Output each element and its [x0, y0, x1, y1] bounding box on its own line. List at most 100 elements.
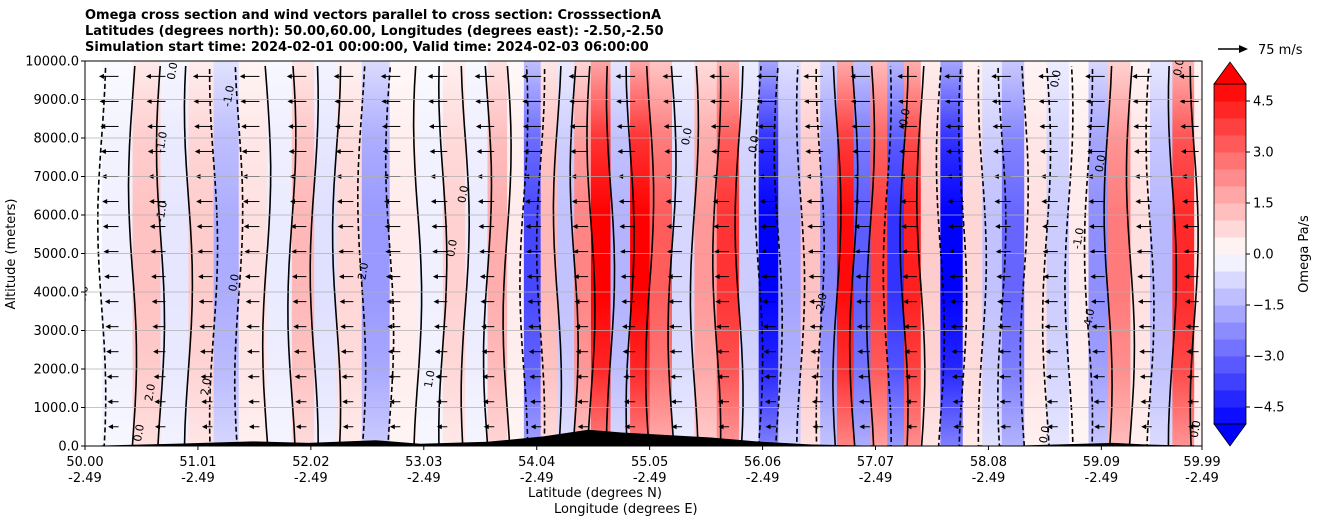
contour-label: 0.0	[1188, 419, 1204, 438]
y-axis: 0.0 1000.0 2000.0 3000.0 4000.0 5000.0 6000.0 7…	[25, 55, 85, 455]
wind-vector	[386, 299, 401, 305]
chart-title: Omega cross section and wind vectors par…	[85, 8, 664, 56]
wind-vector	[858, 399, 870, 405]
wind-vector	[294, 374, 307, 380]
colorbar-bin	[1214, 237, 1246, 255]
wind-vector	[1186, 349, 1199, 355]
colorbar-extend-max	[1213, 61, 1247, 85]
wind-vector	[100, 123, 119, 129]
wind-vector	[147, 123, 166, 129]
colorbar-bin	[1214, 101, 1246, 119]
wind-vector	[389, 424, 401, 430]
contour-line	[689, 65, 700, 446]
wind-vector	[145, 73, 166, 79]
wind-vector	[1045, 349, 1058, 355]
colorbar-bin	[1214, 339, 1246, 357]
contour-line	[915, 65, 926, 446]
contour-line	[412, 65, 423, 446]
wind-vector	[1043, 274, 1058, 280]
contour-line	[357, 65, 367, 446]
wind-vector	[1000, 424, 1011, 430]
wind-vector	[574, 299, 589, 305]
wind-vector	[199, 324, 213, 330]
wind-vector	[1132, 73, 1152, 79]
wind-vector	[616, 123, 636, 129]
contour-label: -2.0	[813, 292, 830, 315]
contour-line	[997, 65, 1007, 446]
wind-vector	[717, 374, 730, 380]
contour-line	[519, 65, 529, 446]
wind-vector	[807, 249, 823, 255]
wind-vector	[901, 224, 917, 230]
wind-vector	[481, 349, 495, 355]
wind-vector	[1042, 224, 1058, 230]
wind-vector	[670, 374, 683, 380]
wind-vector	[106, 374, 119, 380]
wind-vector	[1138, 324, 1152, 330]
wind-vector	[996, 274, 1011, 280]
wind-vector	[474, 73, 495, 79]
wind-vector	[335, 148, 354, 154]
wind-vector	[663, 123, 683, 129]
wind-vector	[479, 274, 495, 280]
wind-vector	[382, 123, 401, 129]
contour-line	[1019, 65, 1030, 446]
wind-vector	[428, 98, 448, 104]
wind-vector	[147, 148, 166, 154]
wind-vector	[1085, 73, 1105, 79]
wind-vector	[153, 349, 166, 355]
colorbar-bin	[1214, 135, 1246, 153]
wind-vector	[621, 299, 636, 305]
wind-vector	[245, 274, 260, 280]
wind-vector	[903, 299, 917, 305]
y-tick-label: 7000.0	[34, 170, 80, 185]
y-tick-label: 4000.0	[34, 286, 80, 301]
contour-line	[667, 65, 677, 446]
wind-vector	[196, 199, 213, 205]
x-tick-label-lat: 52.02	[292, 455, 329, 470]
wind-vector	[1182, 224, 1199, 230]
wind-vector	[855, 274, 870, 280]
wind-vector	[245, 299, 260, 305]
wind-vector	[947, 199, 964, 205]
wind-vector	[576, 374, 589, 380]
contour-label: 0.0	[1171, 57, 1187, 76]
y-tick-label: 5000.0	[34, 247, 80, 262]
wind-vector	[523, 148, 542, 154]
wind-vector	[858, 374, 870, 380]
wind-vector	[339, 299, 354, 305]
y-tick-label: 0.0	[58, 440, 79, 455]
wind-vector	[1087, 148, 1105, 154]
contour-label: -1.0	[221, 84, 238, 107]
wind-vector	[615, 73, 636, 79]
wind-vector	[761, 274, 776, 280]
colorbar-extend-min	[1213, 423, 1247, 447]
wind-vector	[577, 399, 589, 405]
contour-label: 4.0	[1081, 308, 1097, 327]
contour-label: 0.0	[165, 61, 181, 80]
wind-vector	[385, 274, 401, 280]
contour-label: -2.0	[355, 261, 372, 284]
wind-vector	[292, 299, 307, 305]
wind-vector	[524, 199, 542, 205]
wind-vector	[1089, 249, 1105, 255]
wind-vector	[716, 349, 730, 355]
wind-vector	[192, 73, 213, 79]
x-tick-label-lon: -2.49	[633, 471, 667, 486]
wind-vector	[950, 299, 964, 305]
contour-line	[208, 65, 219, 446]
colorbar-bin	[1214, 220, 1246, 238]
contour-line	[734, 65, 744, 446]
wind-vector	[998, 349, 1011, 355]
wind-vector	[898, 123, 917, 129]
colorbar-bin	[1214, 271, 1246, 289]
wind-vector	[286, 73, 307, 79]
wind-vector	[995, 249, 1011, 255]
wind-vector	[807, 224, 823, 230]
colorbar-bin	[1214, 288, 1246, 306]
wind-vector	[624, 424, 636, 430]
wind-vector	[758, 148, 776, 154]
contour-line	[1167, 65, 1178, 446]
wind-vector	[102, 224, 119, 230]
wind-vector	[196, 224, 213, 230]
